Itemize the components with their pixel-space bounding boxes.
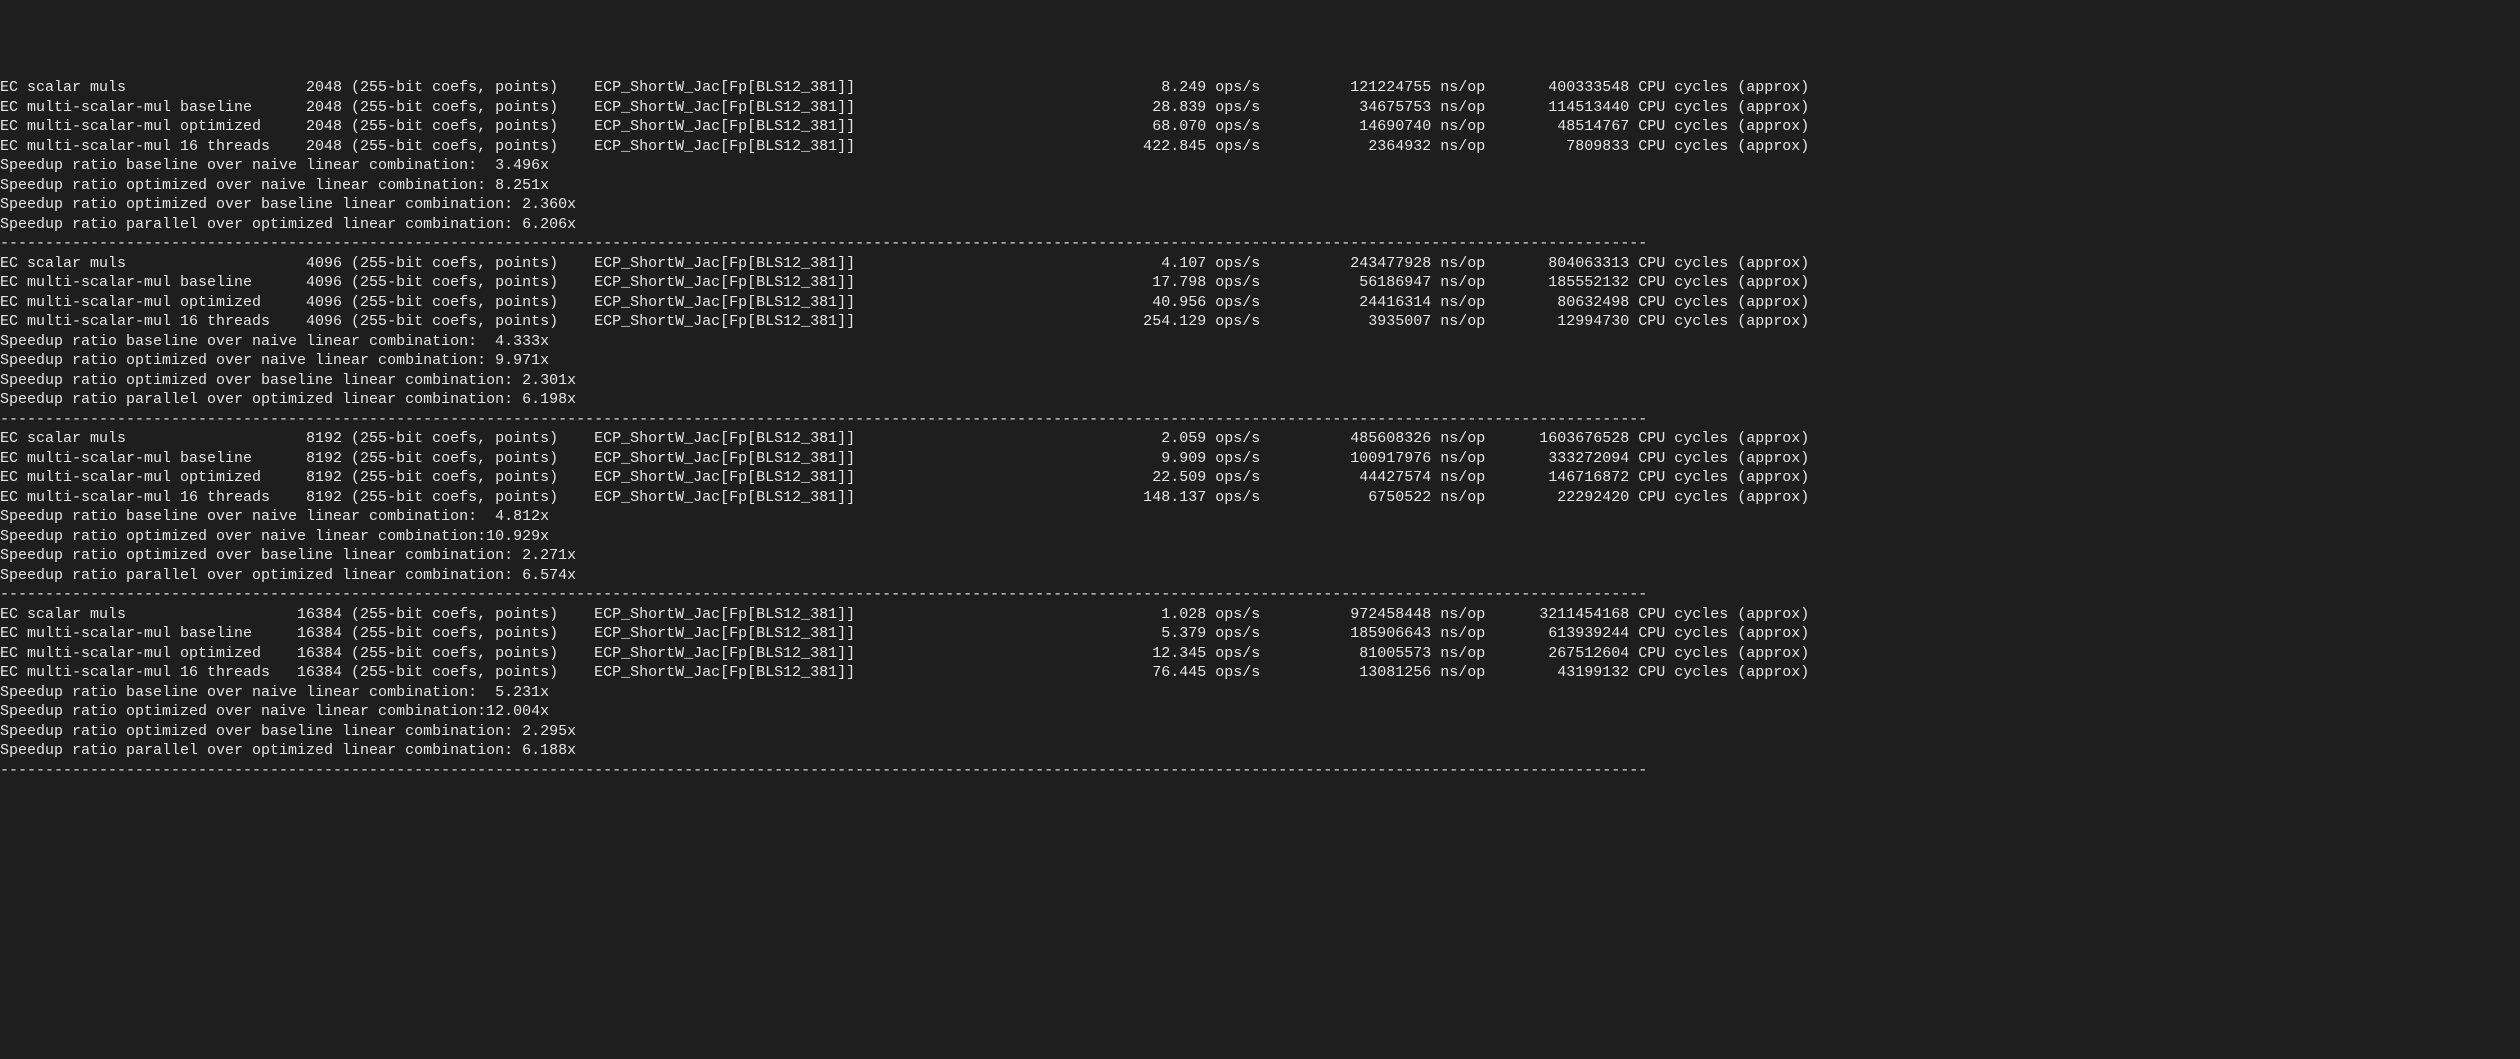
benchmark-row: EC multi-scalar-mul 16 threads 16384 (25… (0, 663, 2520, 683)
speedup-line: Speedup ratio optimized over naive linea… (0, 176, 2520, 196)
benchmark-row: EC multi-scalar-mul 16 threads 8192 (255… (0, 488, 2520, 508)
separator: ----------------------------------------… (0, 585, 2520, 605)
benchmark-row: EC multi-scalar-mul optimized 4096 (255-… (0, 293, 2520, 313)
benchmark-row: EC multi-scalar-mul baseline 4096 (255-b… (0, 273, 2520, 293)
benchmark-row: EC scalar muls 16384 (255-bit coefs, poi… (0, 605, 2520, 625)
benchmark-row: EC multi-scalar-mul baseline 2048 (255-b… (0, 98, 2520, 118)
speedup-line: Speedup ratio optimized over baseline li… (0, 546, 2520, 566)
benchmark-row: EC scalar muls 8192 (255-bit coefs, poin… (0, 429, 2520, 449)
speedup-line: Speedup ratio parallel over optimized li… (0, 566, 2520, 586)
speedup-line: Speedup ratio baseline over naive linear… (0, 332, 2520, 352)
speedup-line: Speedup ratio optimized over baseline li… (0, 371, 2520, 391)
speedup-line: Speedup ratio baseline over naive linear… (0, 683, 2520, 703)
speedup-line: Speedup ratio baseline over naive linear… (0, 156, 2520, 176)
benchmark-row: EC multi-scalar-mul optimized 2048 (255-… (0, 117, 2520, 137)
benchmark-row: EC multi-scalar-mul baseline 16384 (255-… (0, 624, 2520, 644)
benchmark-row: EC scalar muls 2048 (255-bit coefs, poin… (0, 78, 2520, 98)
speedup-line: Speedup ratio parallel over optimized li… (0, 390, 2520, 410)
separator: ----------------------------------------… (0, 234, 2520, 254)
separator: ----------------------------------------… (0, 410, 2520, 430)
speedup-line: Speedup ratio parallel over optimized li… (0, 741, 2520, 761)
benchmark-row: EC multi-scalar-mul 16 threads 2048 (255… (0, 137, 2520, 157)
speedup-line: Speedup ratio optimized over naive linea… (0, 351, 2520, 371)
speedup-line: Speedup ratio optimized over baseline li… (0, 195, 2520, 215)
speedup-line: Speedup ratio optimized over naive linea… (0, 527, 2520, 547)
benchmark-row: EC multi-scalar-mul 16 threads 4096 (255… (0, 312, 2520, 332)
benchmark-row: EC multi-scalar-mul baseline 8192 (255-b… (0, 449, 2520, 469)
separator: ----------------------------------------… (0, 761, 2520, 781)
benchmark-row: EC multi-scalar-mul optimized 8192 (255-… (0, 468, 2520, 488)
benchmark-row: EC multi-scalar-mul optimized 16384 (255… (0, 644, 2520, 664)
benchmark-row: EC scalar muls 4096 (255-bit coefs, poin… (0, 254, 2520, 274)
speedup-line: Speedup ratio optimized over baseline li… (0, 722, 2520, 742)
benchmark-output: EC scalar muls 2048 (255-bit coefs, poin… (0, 78, 2520, 780)
speedup-line: Speedup ratio baseline over naive linear… (0, 507, 2520, 527)
speedup-line: Speedup ratio optimized over naive linea… (0, 702, 2520, 722)
speedup-line: Speedup ratio parallel over optimized li… (0, 215, 2520, 235)
